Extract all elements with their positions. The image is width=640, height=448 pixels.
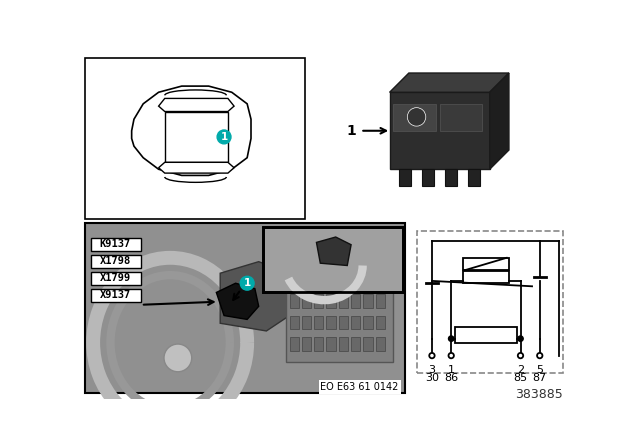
Text: 2: 2 <box>517 365 524 375</box>
Bar <box>390 92 490 169</box>
Bar <box>376 294 385 308</box>
Bar <box>455 327 516 343</box>
Text: 87: 87 <box>532 373 547 383</box>
Bar <box>289 294 299 308</box>
Bar <box>314 315 323 329</box>
Bar <box>285 289 394 362</box>
Text: X9137: X9137 <box>100 290 131 300</box>
Text: 5: 5 <box>536 365 543 375</box>
Text: EO E63 61 0142: EO E63 61 0142 <box>321 382 399 392</box>
Circle shape <box>407 108 426 126</box>
Circle shape <box>449 336 454 341</box>
Bar <box>376 337 385 351</box>
Bar <box>364 315 372 329</box>
Polygon shape <box>159 162 234 173</box>
Bar <box>91 238 141 251</box>
Text: 383885: 383885 <box>515 388 563 401</box>
Bar <box>86 223 405 392</box>
Text: 30: 30 <box>425 373 439 383</box>
Text: K9137: K9137 <box>100 239 131 249</box>
Polygon shape <box>216 283 259 319</box>
Bar <box>91 271 141 285</box>
Circle shape <box>518 353 523 358</box>
Bar <box>445 169 458 186</box>
Circle shape <box>164 344 192 372</box>
Bar <box>339 337 348 351</box>
Bar <box>364 294 372 308</box>
Bar <box>314 294 323 308</box>
Polygon shape <box>390 73 509 92</box>
Bar <box>422 169 435 186</box>
Bar <box>326 337 336 351</box>
Bar <box>351 294 360 308</box>
Bar <box>351 315 360 329</box>
Text: 1: 1 <box>347 124 356 138</box>
Bar <box>339 294 348 308</box>
Bar <box>364 337 372 351</box>
Bar <box>468 169 481 186</box>
Bar <box>326 315 336 329</box>
Text: 1: 1 <box>244 278 251 288</box>
Bar <box>91 255 141 268</box>
Circle shape <box>518 336 523 341</box>
Text: 1: 1 <box>220 132 228 142</box>
Bar <box>86 58 305 220</box>
Circle shape <box>449 353 454 358</box>
Text: X1799: X1799 <box>100 273 131 283</box>
Bar <box>351 337 360 351</box>
Polygon shape <box>490 73 509 169</box>
Polygon shape <box>164 112 228 162</box>
Bar <box>262 227 403 293</box>
Polygon shape <box>316 237 351 266</box>
Bar <box>417 231 563 373</box>
Bar <box>302 337 311 351</box>
Circle shape <box>429 353 435 358</box>
Text: 86: 86 <box>444 373 458 383</box>
Bar <box>463 258 509 270</box>
Circle shape <box>240 276 254 290</box>
Bar <box>399 169 411 186</box>
Bar <box>440 104 482 131</box>
Bar <box>302 315 311 329</box>
Circle shape <box>217 130 231 144</box>
Bar <box>289 315 299 329</box>
Polygon shape <box>159 99 234 112</box>
Bar <box>339 315 348 329</box>
Bar <box>91 289 141 302</box>
Bar <box>463 271 509 283</box>
Bar <box>314 337 323 351</box>
Circle shape <box>537 353 543 358</box>
Text: 85: 85 <box>513 373 527 383</box>
Bar <box>376 315 385 329</box>
Text: 3: 3 <box>428 365 435 375</box>
Polygon shape <box>132 86 251 176</box>
Text: 1: 1 <box>448 365 454 375</box>
Bar <box>394 104 436 131</box>
Bar <box>326 294 336 308</box>
Bar <box>289 337 299 351</box>
Text: X1798: X1798 <box>100 256 131 266</box>
Bar <box>262 227 403 293</box>
Polygon shape <box>220 262 289 331</box>
Bar <box>302 294 311 308</box>
